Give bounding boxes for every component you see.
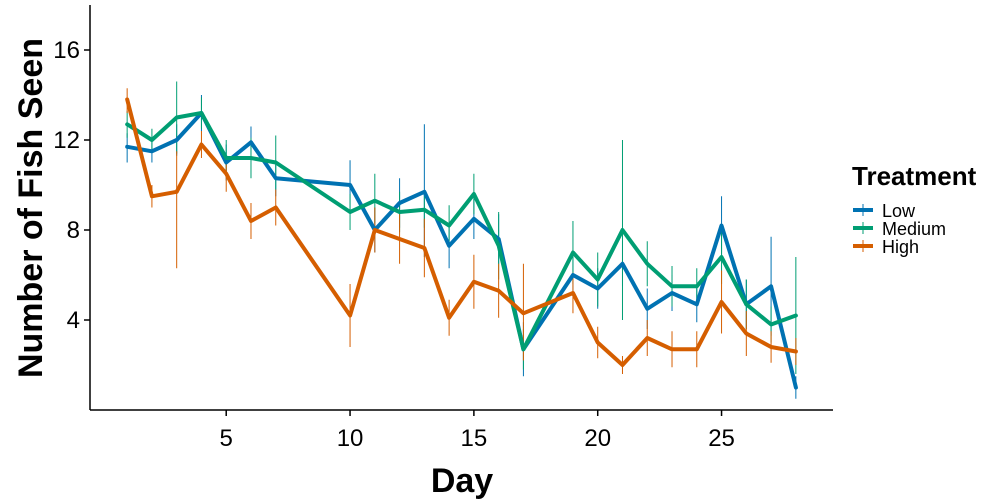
legend-label-high: High [882,237,919,257]
x-tick-label: 25 [708,425,735,452]
legend-label-low: Low [882,201,916,221]
legend-label-medium: Medium [882,219,946,239]
y-axis-title: Number of Fish Seen [12,38,50,378]
y-tick-label: 16 [53,37,80,64]
y-tick-label: 4 [67,307,80,334]
series-line-high [125,97,798,367]
axes [89,5,833,411]
x-tick-label: 15 [461,425,488,452]
series-line-low [125,111,798,390]
series-line-medium [125,111,798,352]
x-tick-label: 5 [220,425,233,452]
x-axis-ticks: 5 10 15 20 25 [220,410,735,452]
x-tick-label: 10 [337,425,364,452]
y-axis-ticks: 4 8 12 16 [53,37,90,334]
x-tick-label: 20 [584,425,611,452]
x-axis-title: Day [431,462,493,500]
y-tick-label: 12 [53,127,80,154]
series-lines [125,97,798,390]
y-tick-label: 8 [67,217,80,244]
legend-title: Treatment [852,161,977,191]
